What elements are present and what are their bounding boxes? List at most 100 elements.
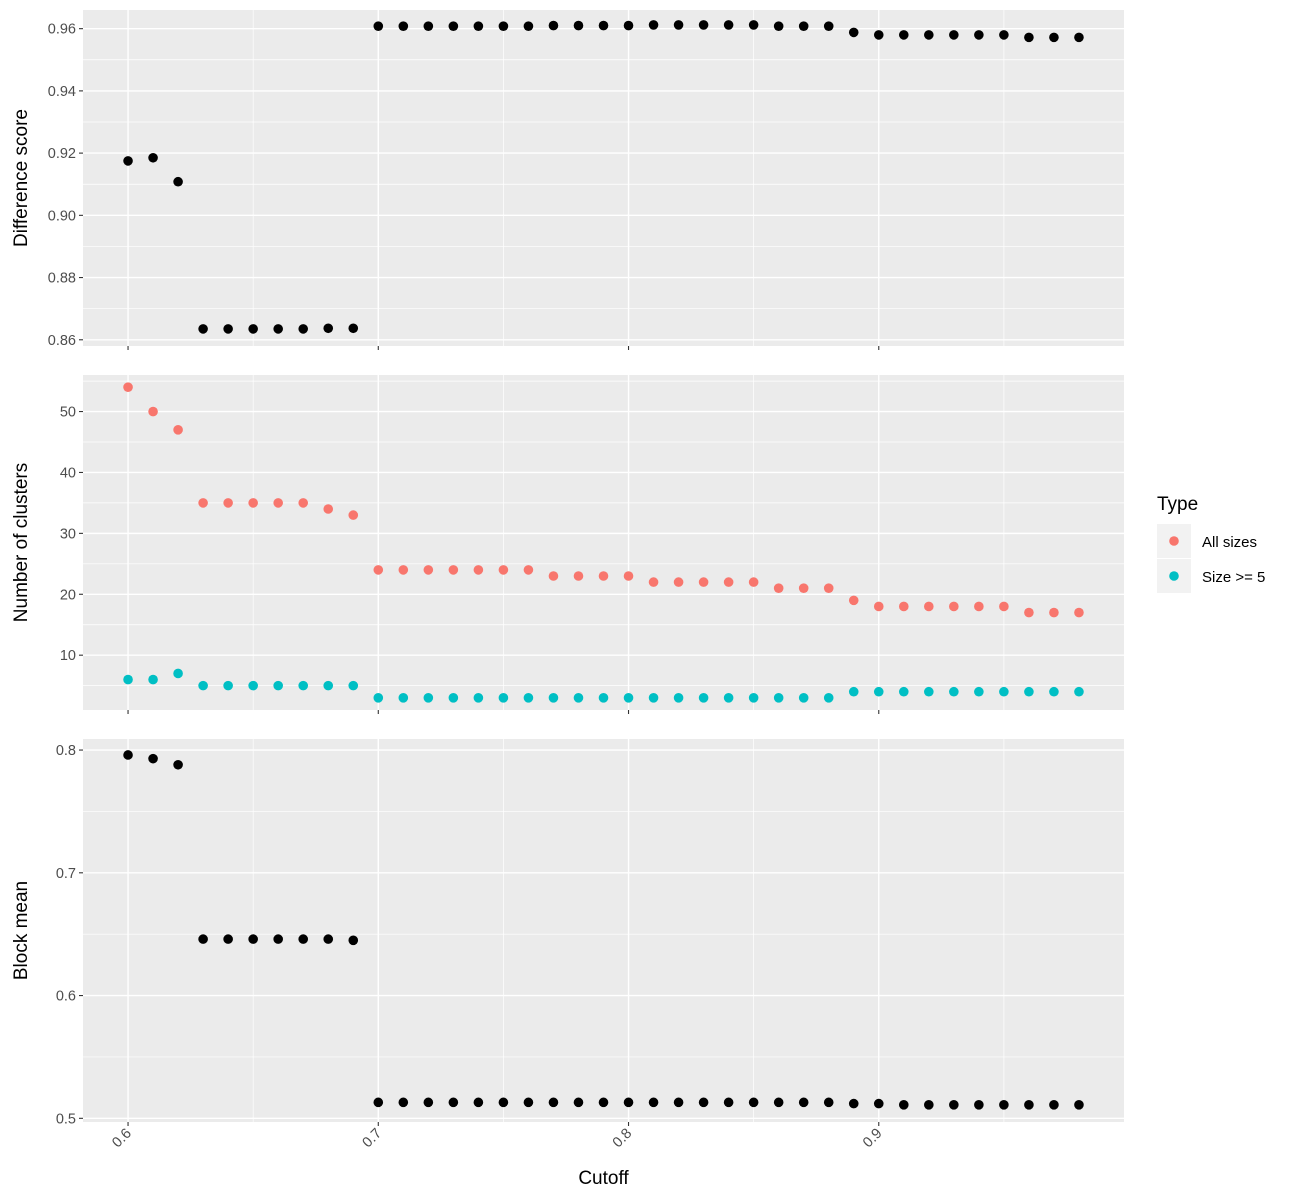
data-point <box>924 1100 934 1110</box>
x-axis-title: Cutoff <box>578 1168 629 1189</box>
data-point <box>373 693 384 703</box>
data-point <box>348 680 359 691</box>
data-point <box>298 680 309 691</box>
legend: Type All sizes Size >= 5 <box>1157 494 1265 593</box>
data-point <box>473 693 484 703</box>
data-point <box>123 382 133 392</box>
data-point <box>398 21 409 31</box>
data-point <box>548 20 559 31</box>
data-point <box>773 693 784 703</box>
data-point <box>848 1098 859 1109</box>
data-point <box>823 583 834 593</box>
data-point <box>898 686 909 697</box>
data-point <box>798 583 809 593</box>
data-point <box>273 680 283 691</box>
x-tick-label: 0.8 <box>610 1126 636 1152</box>
data-point <box>623 571 634 581</box>
data-point <box>949 601 959 612</box>
data-point <box>723 577 734 587</box>
data-point <box>873 686 884 697</box>
data-point <box>623 693 634 703</box>
data-point <box>548 693 559 703</box>
data-point <box>1049 686 1059 697</box>
y-tick-label: 10 <box>60 648 76 664</box>
y-axis-title: Block mean <box>11 881 32 980</box>
data-point <box>873 601 884 612</box>
data-point <box>473 565 484 575</box>
data-point <box>573 1097 584 1108</box>
data-point <box>873 1098 884 1109</box>
y-tick-label: 0.92 <box>48 146 76 162</box>
data-point <box>198 934 208 944</box>
data-point <box>323 504 334 514</box>
data-point <box>223 680 233 691</box>
data-point <box>498 21 509 31</box>
data-point <box>848 27 859 38</box>
data-point <box>848 595 859 606</box>
data-point <box>798 21 809 31</box>
data-point <box>999 1100 1009 1110</box>
data-point <box>1074 686 1084 697</box>
data-point <box>323 934 334 944</box>
legend-label-size-5: Size >= 5 <box>1202 569 1265 586</box>
data-point <box>348 935 359 946</box>
data-point <box>423 21 434 31</box>
data-point <box>423 1097 434 1108</box>
y-tick-label: 0.96 <box>48 22 76 38</box>
data-point <box>949 30 959 40</box>
data-point <box>673 577 684 587</box>
y-tick-label: 0.6 <box>56 989 76 1005</box>
x-tick-label: 0.9 <box>860 1126 886 1152</box>
data-point <box>448 1097 459 1108</box>
data-point <box>348 510 359 520</box>
data-point <box>148 406 158 417</box>
data-point <box>1074 1100 1084 1110</box>
data-point <box>898 30 909 40</box>
data-point <box>723 693 734 703</box>
data-point <box>673 20 684 30</box>
data-point <box>723 1097 734 1108</box>
data-point <box>273 934 283 944</box>
data-point <box>323 323 334 334</box>
panel-2: 10 20 30 40 50 Number of clusters <box>11 375 1124 714</box>
legend-marker-all-sizes <box>1169 536 1179 546</box>
data-point <box>898 601 909 612</box>
y-tick-label: 0.8 <box>56 743 76 759</box>
data-point <box>573 571 584 581</box>
data-point <box>373 21 384 31</box>
y-tick-label: 40 <box>60 465 76 481</box>
data-point <box>273 324 283 334</box>
data-point <box>924 686 934 697</box>
data-point <box>999 601 1009 612</box>
data-point <box>498 693 509 703</box>
data-point <box>523 21 534 31</box>
data-point <box>173 176 183 187</box>
data-point <box>1024 1100 1034 1110</box>
data-point <box>974 30 984 40</box>
data-point <box>173 668 183 679</box>
data-point <box>248 680 258 691</box>
data-point <box>924 601 934 612</box>
series-1 <box>123 20 1084 334</box>
y-tick-label: 0.5 <box>56 1111 76 1127</box>
data-point <box>123 674 133 685</box>
data-point <box>974 601 984 612</box>
data-point <box>648 1097 659 1108</box>
data-point <box>598 20 609 31</box>
data-point <box>848 686 859 697</box>
data-point <box>398 693 409 703</box>
data-point <box>1024 607 1034 618</box>
data-point <box>248 498 258 508</box>
data-point <box>573 693 584 703</box>
legend-title: Type <box>1157 494 1198 515</box>
data-point <box>498 1097 509 1108</box>
data-point <box>748 577 759 587</box>
data-point <box>898 1100 909 1110</box>
data-point <box>123 750 133 760</box>
legend-marker-size-5 <box>1169 571 1179 581</box>
data-point <box>623 1097 634 1108</box>
data-point <box>1049 1100 1059 1110</box>
data-point <box>548 571 559 581</box>
data-point <box>198 324 208 334</box>
